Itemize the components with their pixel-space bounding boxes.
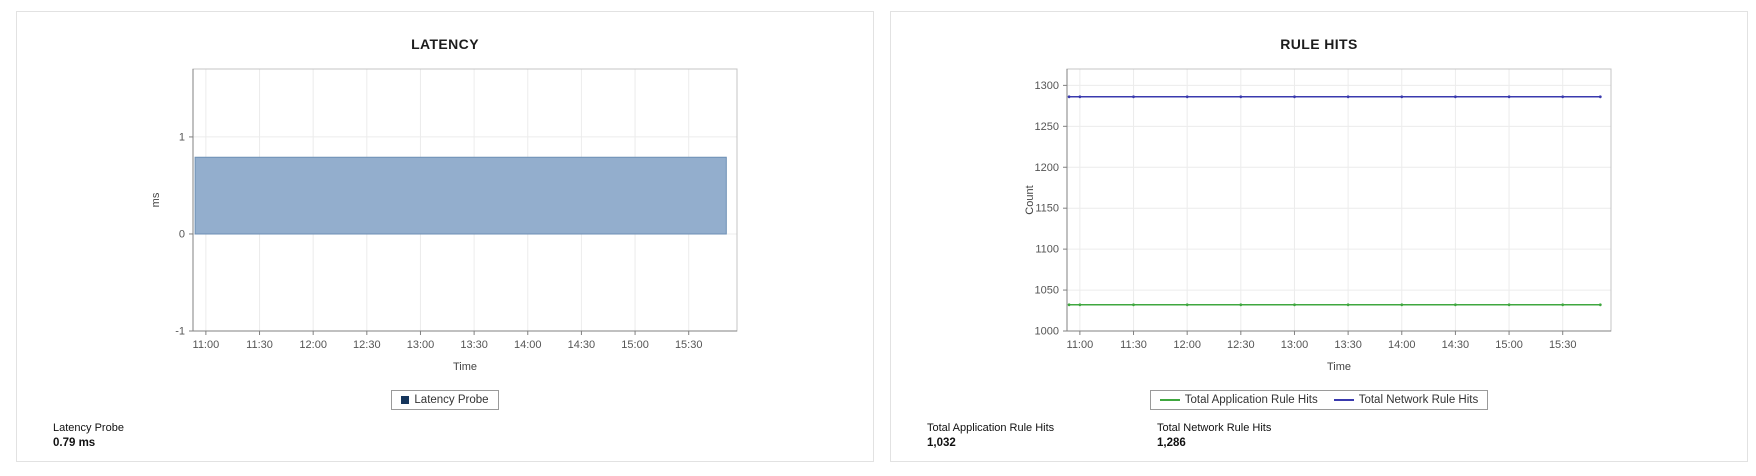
stat-value: 0.79 ms [53,437,96,449]
stat: Total Application Rule Hits 1,032 [927,422,1157,449]
svg-text:Time: Time [1327,361,1351,373]
svg-text:Time: Time [453,361,477,373]
svg-text:11:00: 11:00 [1067,339,1094,351]
svg-text:0: 0 [179,228,185,240]
legend-label: Latency Probe [414,394,489,406]
svg-text:Count: Count [1024,185,1036,214]
svg-text:1250: 1250 [1035,121,1059,133]
svg-text:1300: 1300 [1035,80,1059,92]
legend-label: Total Application Rule Hits [1184,394,1318,406]
svg-text:11:30: 11:30 [1120,339,1147,351]
svg-text:12:30: 12:30 [353,339,381,351]
svg-text:1: 1 [179,131,185,143]
legend-label: Total Network Rule Hits [1358,394,1479,406]
panels-row: LATENCY 11:00 11:30 12:00 12:30 13:00 13:30 14… [16,11,1748,462]
svg-text:14:00: 14:00 [1388,339,1416,351]
rule-hits-panel-title: RULE HITS [1280,36,1358,52]
svg-text:1100: 1100 [1035,244,1059,256]
svg-text:12:00: 12:00 [1173,339,1201,351]
stat-value: 1,286 [1157,437,1186,449]
svg-text:13:30: 13:30 [460,339,488,351]
svg-text:1000: 1000 [1035,326,1059,338]
rule-hits-chart: 11:00 11:30 12:00 12:30 13:00 13:30 14:00 14:30… [1024,68,1612,373]
stat-label: Total Application Rule Hits [927,422,1055,434]
svg-text:15:30: 15:30 [1549,339,1577,351]
svg-text:14:30: 14:30 [1442,339,1470,351]
svg-text:1050: 1050 [1035,285,1059,297]
legend-item[interactable]: Latency Probe [401,394,489,406]
stat: Latency Probe 0.79 ms [53,422,283,449]
rule-hits-legend: Total Application Rule Hits Total Network… [891,390,1747,410]
rule-hits-stats: Total Application Rule Hits 1,032 Total Ne… [927,422,1387,449]
latency-stats: Latency Probe 0.79 ms [53,422,283,449]
svg-text:15:30: 15:30 [675,339,703,351]
svg-text:13:00: 13:00 [407,339,435,351]
legend-box: Total Application Rule Hits Total Network… [1149,390,1489,410]
svg-text:1150: 1150 [1035,203,1059,215]
stat-value: 1,032 [927,437,956,449]
area-marker-icon [401,396,410,404]
svg-text:15:00: 15:00 [621,339,649,351]
svg-text:11:00: 11:00 [193,339,220,351]
line-marker-icon [1159,399,1180,401]
svg-text:15:00: 15:00 [1495,339,1523,351]
legend-item[interactable]: Total Application Rule Hits [1159,394,1318,406]
latency-panel-title: LATENCY [411,36,479,52]
svg-text:13:30: 13:30 [1334,339,1362,351]
legend-item[interactable]: Total Network Rule Hits [1333,394,1479,406]
svg-text:14:00: 14:00 [514,339,542,351]
latency-panel: LATENCY 11:00 11:30 12:00 12:30 13:00 13:30 14… [16,11,874,462]
svg-text:ms: ms [150,192,162,207]
stat-label: Latency Probe [53,422,124,434]
svg-text:12:00: 12:00 [299,339,327,351]
stat: Total Network Rule Hits 1,286 [1157,422,1387,449]
svg-text:14:30: 14:30 [568,339,596,351]
svg-text:1200: 1200 [1035,162,1059,174]
latency-chart: 11:00 11:30 12:00 12:30 13:00 13:30 14:00 14:30… [150,68,738,373]
latency-legend: Latency Probe [17,390,873,410]
line-marker-icon [1333,399,1354,401]
stat-label: Total Network Rule Hits [1157,422,1272,434]
svg-text:-1: -1 [175,326,185,338]
rule-hits-panel: RULE HITS 11:00 11:30 12:00 12:30 13:00 13:30… [890,11,1748,462]
legend-box: Latency Probe [391,390,499,410]
svg-text:11:30: 11:30 [246,339,273,351]
svg-text:13:00: 13:00 [1281,339,1309,351]
svg-text:12:30: 12:30 [1227,339,1255,351]
